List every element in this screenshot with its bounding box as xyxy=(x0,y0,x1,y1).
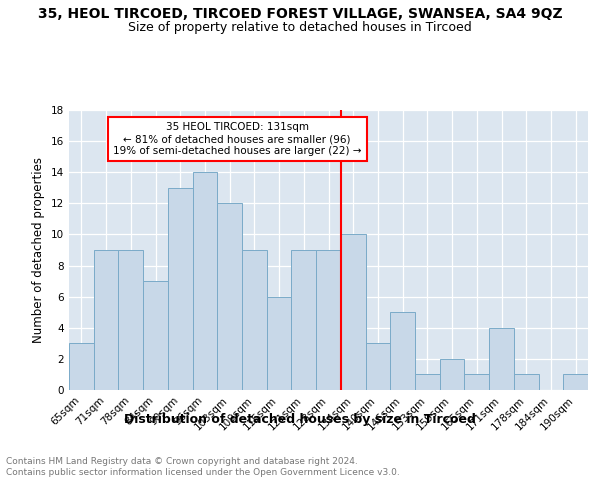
Bar xyxy=(242,250,267,390)
Bar xyxy=(143,281,168,390)
Bar xyxy=(563,374,588,390)
Bar xyxy=(118,250,143,390)
Bar xyxy=(464,374,489,390)
Bar xyxy=(415,374,440,390)
Y-axis label: Number of detached properties: Number of detached properties xyxy=(32,157,46,343)
Bar xyxy=(341,234,365,390)
Bar xyxy=(69,344,94,390)
Bar xyxy=(440,359,464,390)
Text: Distribution of detached houses by size in Tircoed: Distribution of detached houses by size … xyxy=(124,412,476,426)
Bar xyxy=(316,250,341,390)
Bar xyxy=(390,312,415,390)
Bar xyxy=(292,250,316,390)
Bar xyxy=(168,188,193,390)
Bar xyxy=(514,374,539,390)
Bar xyxy=(217,204,242,390)
Text: 35 HEOL TIRCOED: 131sqm
← 81% of detached houses are smaller (96)
19% of semi-de: 35 HEOL TIRCOED: 131sqm ← 81% of detache… xyxy=(113,122,361,156)
Text: 35, HEOL TIRCOED, TIRCOED FOREST VILLAGE, SWANSEA, SA4 9QZ: 35, HEOL TIRCOED, TIRCOED FOREST VILLAGE… xyxy=(38,8,562,22)
Bar xyxy=(489,328,514,390)
Bar xyxy=(94,250,118,390)
Bar xyxy=(193,172,217,390)
Bar xyxy=(365,344,390,390)
Text: Contains HM Land Registry data © Crown copyright and database right 2024.
Contai: Contains HM Land Registry data © Crown c… xyxy=(6,458,400,477)
Text: Size of property relative to detached houses in Tircoed: Size of property relative to detached ho… xyxy=(128,21,472,34)
Bar xyxy=(267,296,292,390)
